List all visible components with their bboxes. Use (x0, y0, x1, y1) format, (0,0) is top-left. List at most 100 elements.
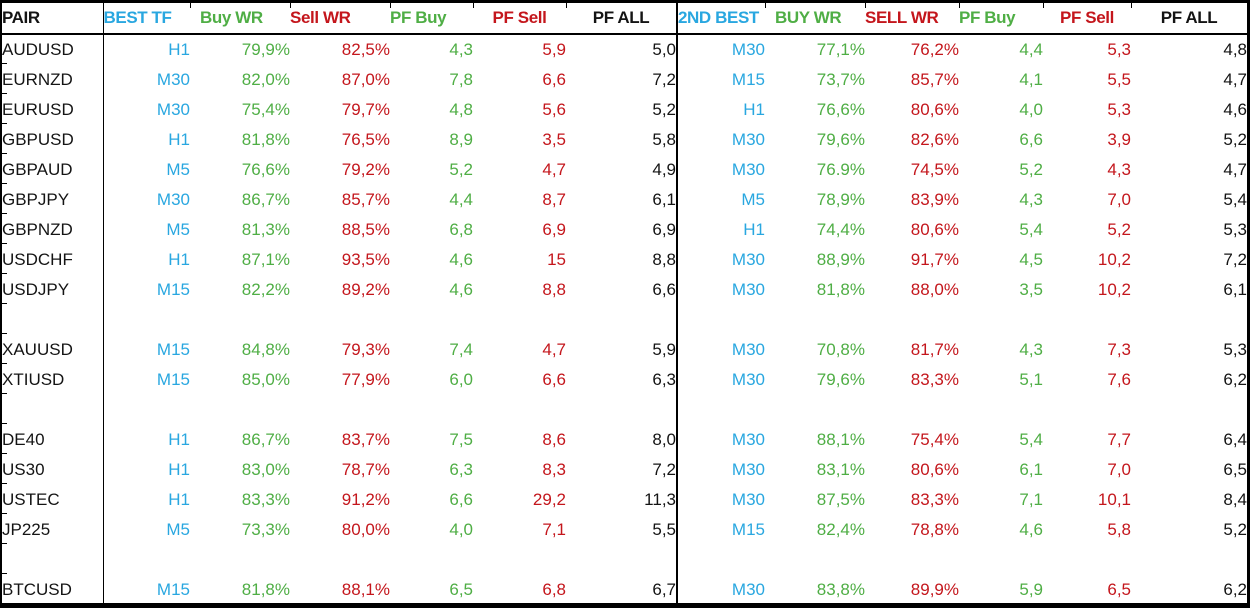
cell-best-sell-wr[interactable]: 88,1% (341, 580, 390, 599)
cell-second-pf-sell[interactable]: 7,0 (1107, 460, 1131, 479)
cell-best-sell-wr[interactable]: 80,0% (341, 520, 390, 539)
cell-best-pf-sell[interactable]: 8,8 (542, 280, 566, 299)
cell-pair[interactable] (2, 545, 104, 575)
cell-second-sell-wr[interactable] (865, 305, 959, 335)
cell-second-tf[interactable]: M15 (676, 65, 765, 95)
cell-second-pf-all[interactable]: 6,5 (1223, 460, 1247, 479)
cell-best-sell-wr[interactable]: 93,5% (341, 250, 390, 269)
cell-second-tf[interactable]: M30 (676, 335, 765, 365)
cell-best-sell-wr[interactable]: 79,2% (341, 160, 390, 179)
cell-pair[interactable]: USDJPY (2, 275, 104, 305)
cell-second-pf-all[interactable]: 4,7 (1223, 70, 1247, 89)
cell-second-sell-wr[interactable]: 78,8% (910, 520, 959, 539)
cell-second-pf-sell[interactable]: 5,2 (1107, 220, 1131, 239)
cell-second-pf-buy[interactable]: 7,1 (1019, 490, 1043, 509)
cell-second-sell-wr[interactable]: 83,9% (910, 190, 959, 209)
cell-best-buy-wr[interactable]: 79,9% (241, 40, 290, 59)
cell-best-pf-sell[interactable]: 6,6 (542, 70, 566, 89)
cell-second-tf[interactable]: M30 (676, 575, 765, 603)
header-best-sell-wr[interactable]: Sell WR (290, 3, 390, 35)
cell-second-pf-all[interactable]: 6,2 (1223, 370, 1247, 389)
cell-second-sell-wr[interactable]: 80,6% (910, 100, 959, 119)
cell-second-buy-wr[interactable]: 79,6% (816, 130, 865, 149)
header-best-buy-wr[interactable]: Buy WR (190, 3, 290, 35)
cell-pair[interactable]: GBPNZD (2, 215, 104, 245)
header-pair[interactable]: PAIR (2, 3, 104, 35)
cell-second-pf-sell[interactable]: 10,2 (1097, 250, 1131, 269)
cell-best-pf-buy[interactable]: 6,3 (449, 460, 473, 479)
cell-second-tf[interactable]: M30 (676, 34, 765, 65)
cell-second-tf[interactable] (676, 545, 765, 575)
cell-best-pf-buy[interactable]: 7,5 (449, 430, 473, 449)
cell-best-sell-wr[interactable] (290, 395, 390, 425)
cell-best-tf[interactable]: M5 (166, 220, 190, 239)
cell-best-buy-wr[interactable] (190, 305, 290, 335)
cell-second-pf-buy[interactable]: 3,5 (1019, 280, 1043, 299)
cell-second-buy-wr[interactable]: 83,8% (816, 580, 865, 599)
cell-best-tf[interactable]: H1 (168, 40, 190, 59)
cell-best-pf-all[interactable]: 11,3 (644, 490, 676, 509)
cell-second-buy-wr[interactable]: 81,8% (816, 280, 865, 299)
cell-best-pf-buy[interactable] (390, 395, 473, 425)
cell-second-pf-sell[interactable]: 10,1 (1097, 490, 1131, 509)
cell-pair[interactable] (2, 305, 104, 335)
cell-best-pf-buy[interactable] (390, 305, 473, 335)
cell-best-sell-wr[interactable]: 87,0% (341, 70, 390, 89)
cell-best-pf-sell[interactable]: 6,9 (542, 220, 566, 239)
cell-second-pf-all[interactable] (1131, 545, 1247, 575)
cell-best-sell-wr[interactable]: 85,7% (341, 190, 390, 209)
cell-best-tf[interactable]: H1 (168, 460, 190, 479)
cell-best-pf-buy[interactable]: 7,8 (449, 70, 473, 89)
cell-second-pf-all[interactable]: 6,1 (1223, 280, 1247, 299)
cell-second-tf[interactable]: M30 (676, 125, 765, 155)
cell-second-buy-wr[interactable]: 74,4% (816, 220, 865, 239)
cell-best-pf-all[interactable]: 6,7 (652, 580, 676, 599)
cell-second-pf-all[interactable] (1131, 395, 1247, 425)
cell-best-buy-wr[interactable]: 73,3% (241, 520, 290, 539)
cell-best-pf-all[interactable]: 4,9 (652, 160, 676, 179)
cell-second-buy-wr[interactable]: 83,1% (816, 460, 865, 479)
header-second-pf-buy[interactable]: PF Buy (959, 3, 1043, 35)
cell-best-buy-wr[interactable]: 85,0% (241, 370, 290, 389)
header-best-pf-sell[interactable]: PF Sell (473, 3, 566, 35)
cell-second-pf-sell[interactable]: 7,3 (1107, 340, 1131, 359)
cell-best-pf-all[interactable]: 7,2 (652, 70, 676, 89)
cell-best-sell-wr[interactable]: 76,5% (341, 130, 390, 149)
cell-best-tf[interactable]: M30 (156, 190, 190, 209)
cell-best-pf-sell[interactable]: 4,7 (542, 160, 566, 179)
cell-second-buy-wr[interactable]: 76,6% (816, 100, 865, 119)
cell-second-buy-wr[interactable]: 76.9% (816, 160, 865, 179)
cell-pair[interactable]: GBPJPY (2, 185, 104, 215)
cell-pair[interactable]: USTEC (2, 485, 104, 515)
cell-best-pf-buy[interactable]: 4,4 (449, 190, 473, 209)
cell-best-tf[interactable] (103, 545, 190, 575)
cell-best-pf-buy[interactable]: 4,8 (449, 100, 473, 119)
cell-second-pf-buy[interactable] (959, 545, 1043, 575)
cell-second-pf-sell[interactable]: 5,3 (1107, 100, 1131, 119)
cell-second-pf-sell[interactable]: 4,3 (1107, 160, 1131, 179)
cell-second-pf-buy[interactable]: 6,6 (1019, 130, 1043, 149)
cell-best-pf-sell[interactable]: 15 (547, 250, 566, 269)
header-second-buy-wr[interactable]: BUY WR (765, 3, 865, 35)
cell-best-pf-buy[interactable] (390, 545, 473, 575)
cell-best-buy-wr[interactable] (190, 395, 290, 425)
header-best-pf-buy[interactable]: PF Buy (390, 3, 473, 35)
cell-best-sell-wr[interactable]: 79,3% (341, 340, 390, 359)
cell-best-pf-sell[interactable]: 7,1 (542, 520, 566, 539)
cell-pair[interactable] (2, 395, 104, 425)
cell-best-sell-wr[interactable]: 77,9% (341, 370, 390, 389)
cell-best-pf-all[interactable] (566, 305, 677, 335)
cell-best-buy-wr[interactable]: 86,7% (241, 430, 290, 449)
cell-second-pf-all[interactable]: 4,7 (1223, 160, 1247, 179)
cell-second-pf-buy[interactable]: 5,4 (1019, 430, 1043, 449)
cell-second-pf-buy[interactable]: 6,1 (1019, 460, 1043, 479)
cell-second-tf[interactable]: M30 (676, 425, 765, 455)
cell-best-tf[interactable]: H1 (168, 130, 190, 149)
cell-pair[interactable]: USDCHF (2, 245, 104, 275)
cell-best-pf-sell[interactable]: 6,6 (542, 370, 566, 389)
cell-pair[interactable]: EURNZD (2, 65, 104, 95)
cell-pair[interactable]: GBPUSD (2, 125, 104, 155)
cell-best-pf-buy[interactable]: 5,2 (449, 160, 473, 179)
cell-second-buy-wr[interactable]: 88,9% (816, 250, 865, 269)
cell-pair[interactable]: EURUSD (2, 95, 104, 125)
